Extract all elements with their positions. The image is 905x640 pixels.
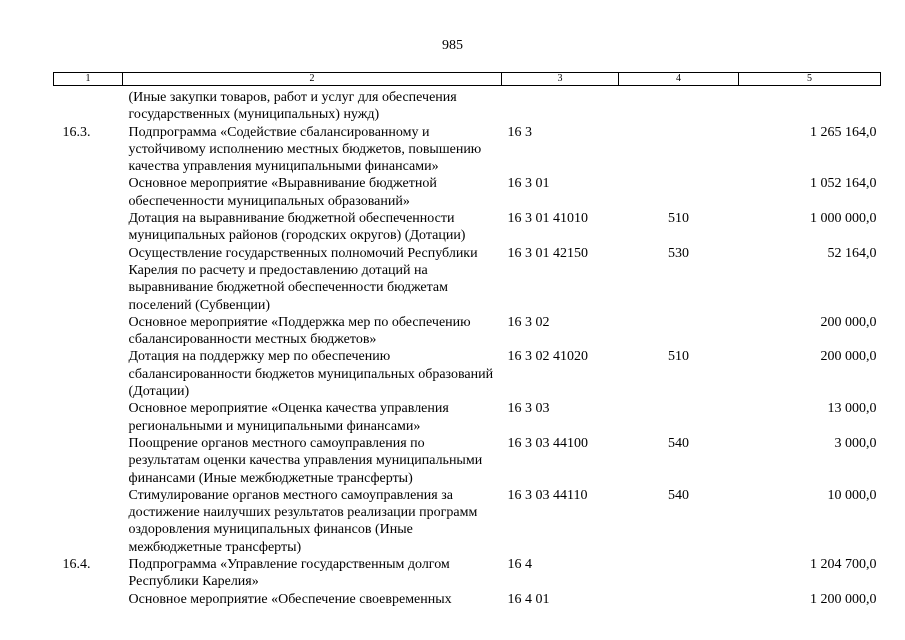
row-expense-type — [619, 314, 739, 349]
row-amount — [739, 86, 881, 124]
column-header: 3 — [501, 72, 619, 86]
row-amount: 13 000,0 — [827, 401, 877, 417]
column-header: 2 — [122, 72, 502, 86]
row-amount: 3 000,0 — [834, 435, 877, 451]
row-description: Подпрограмма «Управление государственным… — [128, 557, 450, 590]
row-number — [54, 591, 123, 608]
row-description: Основное мероприятие «Оценка качества уп… — [128, 401, 449, 434]
row-code: 16 3 01 41010 — [507, 211, 589, 227]
row-number — [54, 314, 123, 349]
budget-table: 1 2 3 4 5 (Иные закупки товаров, работ и… — [53, 72, 881, 608]
table-row: Основное мероприятие «Обеспечение своевр… — [54, 591, 881, 608]
row-amount: 10 000,0 — [827, 487, 877, 503]
column-header: 5 — [738, 72, 881, 86]
table-row: Дотация на выравнивание бюджетной обеспе… — [54, 210, 881, 245]
row-number — [54, 86, 123, 124]
row-number — [54, 400, 123, 435]
row-description: Основное мероприятие «Обеспечение своевр… — [128, 591, 452, 607]
row-number — [54, 435, 123, 487]
row-description: Дотация на поддержку мер по обеспечению … — [128, 349, 494, 400]
row-expense-type — [619, 86, 739, 124]
row-description: Основное мероприятие «Выравнивание бюдже… — [128, 176, 437, 209]
row-amount: 200 000,0 — [820, 349, 877, 365]
row-description: Осуществление государственных полномочий… — [128, 245, 478, 313]
table-row: Поощрение органов местного самоуправлени… — [54, 435, 881, 487]
row-amount: 1 000 000,0 — [810, 211, 877, 227]
table-row: Основное мероприятие «Оценка качества уп… — [54, 400, 881, 435]
row-description: Дотация на выравнивание бюджетной обеспе… — [128, 211, 466, 244]
row-code: 16 3 03 — [507, 401, 550, 417]
row-expense-type — [619, 400, 739, 435]
row-description: Подпрограмма «Содействие сбалансированно… — [128, 124, 482, 175]
row-description: Поощрение органов местного самоуправлени… — [128, 435, 483, 486]
row-description: Основное мероприятие «Поддержка мер по о… — [128, 314, 471, 348]
row-number — [54, 210, 123, 245]
row-number — [54, 487, 123, 556]
row-expense-type: 510 — [668, 349, 689, 365]
column-header: 4 — [618, 72, 739, 86]
column-number-row: 1 2 3 4 5 — [53, 72, 881, 86]
row-number: 16.4. — [62, 557, 91, 573]
column-header: 1 — [53, 72, 123, 86]
row-code: 16 3 02 41020 — [507, 349, 589, 365]
row-description: Стимулирование органов местного самоупра… — [128, 487, 478, 555]
row-expense-type: 530 — [668, 245, 689, 261]
row-code: 16 3 03 44110 — [507, 487, 588, 503]
row-amount: 200 000,0 — [820, 314, 877, 330]
table-row: 16.3. Подпрограмма «Содействие сбалансиро… — [54, 124, 881, 176]
table-row: 16.4. Подпрограмма «Управление государств… — [54, 556, 881, 591]
table-row: Осуществление государственных полномочий… — [54, 245, 881, 314]
row-number — [54, 245, 123, 314]
row-code — [502, 86, 619, 124]
row-code: 16 3 — [507, 124, 533, 140]
table-row: Основное мероприятие «Поддержка мер по о… — [54, 314, 881, 349]
row-number: 16.3. — [62, 124, 91, 140]
row-amount: 52 164,0 — [827, 245, 877, 261]
row-expense-type: 540 — [668, 487, 689, 503]
row-expense-type: 510 — [668, 211, 689, 227]
row-code: 16 4 01 — [507, 591, 550, 607]
row-number — [54, 175, 123, 210]
row-expense-type — [619, 556, 739, 591]
row-description: (Иные закупки товаров, работ и услуг для… — [128, 90, 457, 123]
page-number: 985 — [442, 38, 463, 53]
row-number — [54, 348, 123, 400]
row-amount: 1 204 700,0 — [810, 557, 877, 573]
row-amount: 1 200 000,0 — [810, 591, 877, 607]
table-row: Основное мероприятие «Выравнивание бюдже… — [54, 175, 881, 210]
row-code: 16 3 01 — [507, 176, 550, 192]
row-expense-type: 540 — [668, 435, 689, 451]
table-row: Дотация на поддержку мер по обеспечению … — [54, 348, 881, 400]
row-expense-type — [619, 124, 739, 176]
row-code: 16 3 01 42150 — [507, 245, 589, 261]
table-row: Стимулирование органов местного самоупра… — [54, 487, 881, 556]
row-expense-type — [619, 175, 739, 210]
row-code: 16 3 02 — [507, 314, 550, 330]
row-amount: 1 265 164,0 — [810, 124, 877, 140]
table-row: (Иные закупки товаров, работ и услуг для… — [54, 86, 881, 124]
row-amount: 1 052 164,0 — [810, 176, 877, 192]
row-code: 16 3 03 44100 — [507, 435, 589, 451]
row-expense-type — [619, 591, 739, 608]
row-code: 16 4 — [507, 557, 533, 573]
